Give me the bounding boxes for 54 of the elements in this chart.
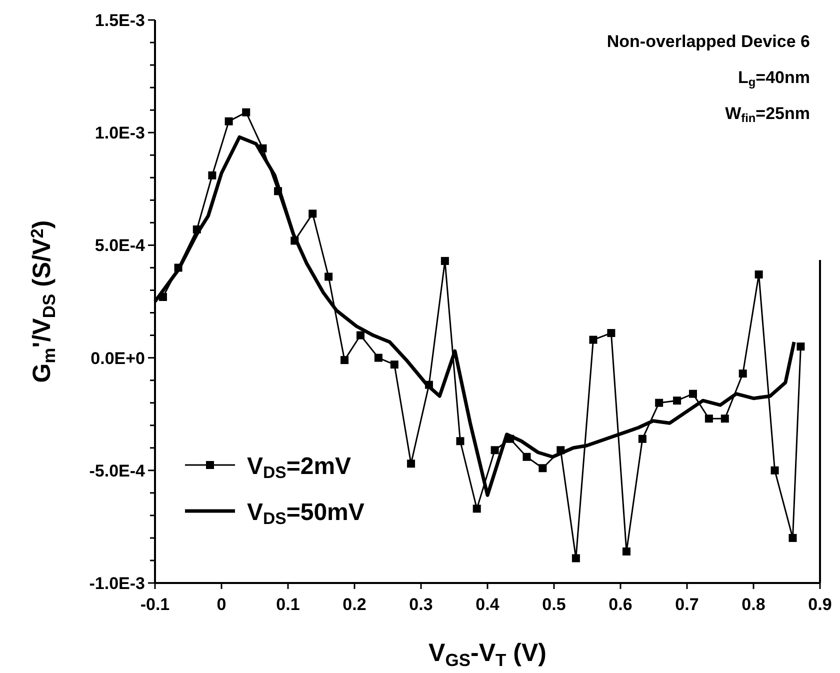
x-tick-label: 0.3 xyxy=(409,595,433,614)
y-tick-label: 1.5E-3 xyxy=(94,10,145,30)
point xyxy=(324,272,333,281)
point xyxy=(356,331,364,340)
y-tick-label: 1.0E-3 xyxy=(94,124,145,143)
point xyxy=(490,446,499,454)
y-tick-label: 5.0E-4 xyxy=(94,236,146,256)
point xyxy=(607,329,616,338)
x-tick-label: 0.7 xyxy=(675,595,699,614)
point xyxy=(704,414,713,423)
point xyxy=(522,452,531,461)
point xyxy=(538,464,547,472)
point xyxy=(622,547,630,556)
annotation: L$_{g}$=40nm xyxy=(738,68,810,89)
point xyxy=(407,460,416,468)
point xyxy=(788,534,797,542)
point xyxy=(720,414,729,423)
legend-label: V$_{DS}$=50mV xyxy=(247,499,364,528)
point xyxy=(738,370,747,378)
point xyxy=(340,356,349,364)
point xyxy=(688,390,697,398)
point xyxy=(390,360,398,369)
legend-label: V$_{DS}$=2mV xyxy=(247,453,352,482)
point xyxy=(796,342,805,351)
y-tick-label: -1.0E-3 xyxy=(89,574,145,593)
point xyxy=(242,108,250,116)
point xyxy=(208,171,216,180)
point xyxy=(655,398,664,407)
y-tick-label: 0.0E+0 xyxy=(90,348,145,368)
annotation: W$_{fin}$=25nm xyxy=(725,104,810,125)
point xyxy=(673,396,682,405)
point xyxy=(308,210,317,218)
x-tick-label: 0 xyxy=(216,595,226,614)
point xyxy=(374,354,382,362)
x-tick-label: 0.2 xyxy=(342,595,366,614)
point xyxy=(589,336,598,344)
x-tick-label: -0.1 xyxy=(140,595,170,614)
x-axis-title: V$_{GS}$-V$_{T}$ (V) xyxy=(428,639,546,670)
x-tick-label: 0.4 xyxy=(476,595,500,614)
point xyxy=(638,434,646,443)
point xyxy=(224,117,233,126)
annotation: Non-overlapped Device 6 xyxy=(606,32,810,51)
y-tick-label: -5.0E-4 xyxy=(89,461,146,480)
x-tick-label: 0.6 xyxy=(608,595,632,614)
x-tick-label: 0.9 xyxy=(808,595,832,614)
point xyxy=(456,437,464,446)
point xyxy=(770,466,779,474)
x-tick-label: 0.5 xyxy=(542,595,566,614)
point xyxy=(754,270,763,278)
x-tick-label: 0.1 xyxy=(276,595,300,614)
x-tick-label: 0.8 xyxy=(742,595,766,614)
point xyxy=(572,554,580,562)
point xyxy=(472,504,481,513)
point xyxy=(440,256,449,265)
